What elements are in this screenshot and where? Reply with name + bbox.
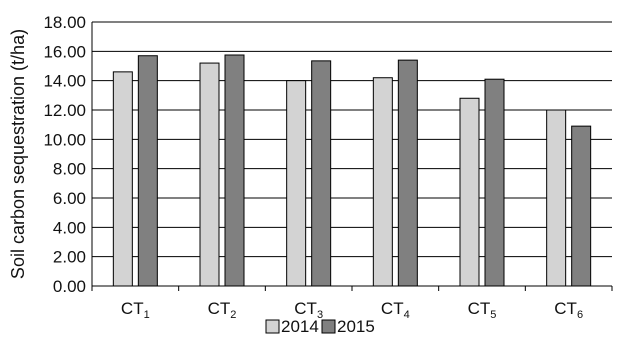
- y-tick-label: 6.00: [53, 189, 86, 208]
- x-tick-label-subscript: 3: [317, 309, 323, 321]
- legend-swatch-2015: [321, 319, 336, 334]
- bar-2015-CT1: [137, 55, 158, 287]
- legend-label-2014: 2014: [281, 317, 319, 336]
- bar-2015-CT5: [484, 78, 505, 287]
- bar-2014-CT4: [372, 77, 393, 287]
- x-tick-label: CT2: [208, 299, 237, 321]
- x-tick-label-subscript: 1: [144, 309, 150, 321]
- y-tick-label: 16.00: [43, 42, 86, 61]
- y-tick-label: 4.00: [53, 218, 86, 237]
- x-tick-label-base: CT: [294, 299, 317, 318]
- x-tick-label-subscript: 2: [230, 309, 236, 321]
- y-tick-label: 2.00: [53, 248, 86, 267]
- x-tick-label: CT3: [294, 299, 323, 321]
- gridlines: [92, 21, 612, 287]
- y-axis-label: Soil carbon sequestration (t/ha): [8, 29, 28, 279]
- y-tick-label: 14.00: [43, 72, 86, 91]
- x-tick-label-base: CT: [121, 299, 144, 318]
- x-tick-label-base: CT: [208, 299, 231, 318]
- bars: [112, 54, 592, 287]
- y-tick-labels: 0.00 2.00 4.00 6.00 8.00 10.00 12.00 14.00 16.00…: [43, 13, 86, 296]
- bar-2015-CT3: [311, 60, 332, 287]
- y-tick-label: 12.00: [43, 101, 86, 120]
- x-tick-label-base: CT: [468, 299, 491, 318]
- y-tick-label: 18.00: [43, 13, 86, 32]
- x-tick-label-subscript: 5: [490, 309, 496, 321]
- legend: 2014 2015: [265, 317, 375, 336]
- x-tick-label-base: CT: [554, 299, 577, 318]
- x-tick-label: CT4: [381, 299, 410, 321]
- legend-swatch-2014: [265, 319, 280, 334]
- x-tick-label: CT6: [554, 299, 583, 321]
- y-tick-label: 8.00: [53, 160, 86, 179]
- x-tick-label-subscript: 6: [577, 309, 583, 321]
- x-tick-label: CT5: [468, 299, 497, 321]
- bar-2015-CT6: [571, 125, 592, 287]
- x-tick-label-subscript: 4: [404, 309, 410, 321]
- x-tick-labels: CT1 CT2 CT3 CT4 CT5 CT6: [121, 299, 583, 321]
- bar-2014-CT5: [459, 97, 480, 287]
- y-tick-label: 0.00: [53, 277, 86, 296]
- bar-2015-CT4: [397, 59, 418, 287]
- legend-label-2015: 2015: [337, 317, 375, 336]
- bar-2014-CT6: [546, 109, 567, 287]
- bar-2015-CT2: [224, 54, 245, 287]
- bar-2014-CT3: [286, 80, 307, 287]
- y-tick-label: 10.00: [43, 130, 86, 149]
- x-tick-label: CT1: [121, 299, 150, 321]
- bar-2014-CT2: [199, 62, 220, 287]
- axes: [91, 22, 613, 291]
- bar-2014-CT1: [112, 71, 133, 287]
- x-tick-label-base: CT: [381, 299, 404, 318]
